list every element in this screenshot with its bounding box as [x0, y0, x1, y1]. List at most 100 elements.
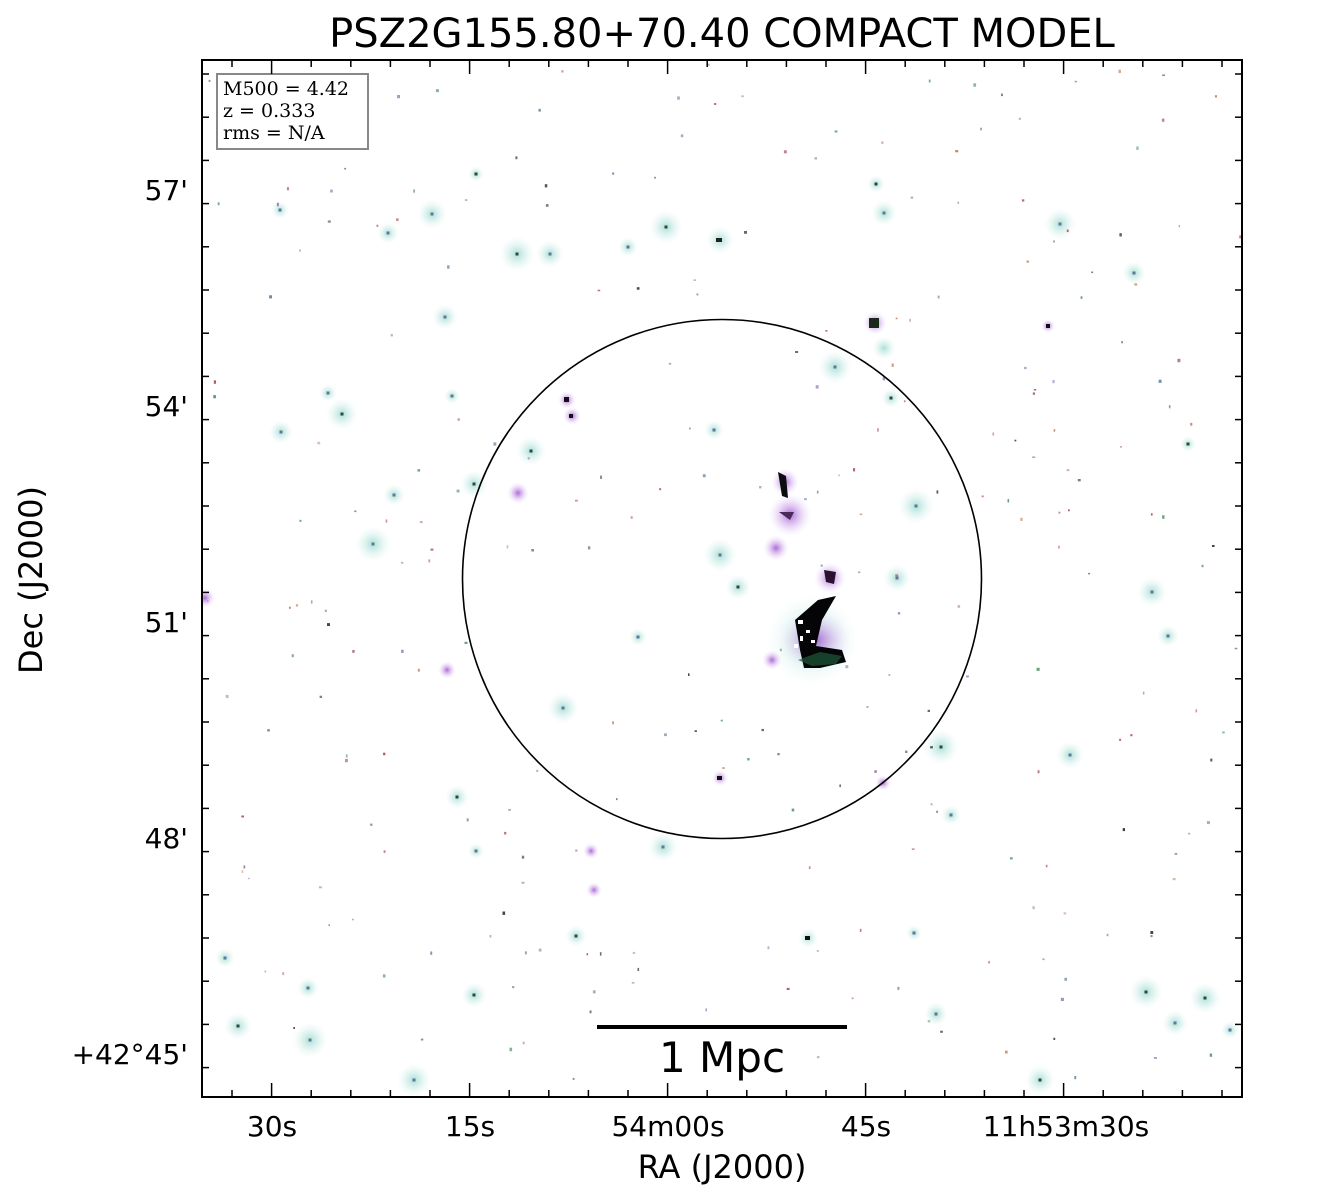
- noise-speck: [1150, 513, 1153, 516]
- noise-speck: [1004, 1050, 1008, 1054]
- noise-speck: [1007, 499, 1010, 503]
- noise-speck: [383, 752, 386, 756]
- noise-speck: [911, 848, 915, 850]
- source-core: [392, 493, 396, 497]
- noise-speck: [636, 287, 640, 290]
- noise-speck: [895, 574, 899, 577]
- source-core: [472, 993, 476, 997]
- noise-speck: [816, 490, 819, 494]
- source-core: [326, 391, 330, 395]
- noise-speck: [1032, 392, 1035, 395]
- noise-speck: [1158, 379, 1162, 383]
- noise-speck: [1120, 446, 1122, 448]
- noise-speck: [354, 510, 357, 513]
- noise-speck: [1210, 758, 1213, 762]
- noise-speck: [1162, 515, 1165, 519]
- x-tick-label: 11h53m30s: [983, 1110, 1150, 1143]
- noise-speck: [1091, 271, 1094, 274]
- noise-speck: [1088, 572, 1091, 575]
- noise-speck: [664, 733, 667, 737]
- noise-speck: [808, 866, 811, 870]
- noise-speck: [1014, 439, 1017, 442]
- noise-speck: [1053, 1037, 1056, 1040]
- source-core: [1150, 590, 1154, 594]
- source-core: [874, 182, 878, 186]
- noise-speck: [291, 654, 294, 658]
- noise-speck: [1060, 997, 1064, 1001]
- noise-speck: [1121, 341, 1123, 344]
- noise-speck: [936, 490, 939, 494]
- noise-speck: [1150, 935, 1153, 938]
- noise-speck: [295, 604, 299, 607]
- noise-speck: [714, 103, 717, 105]
- noise-speck: [877, 428, 879, 432]
- noise-speck: [702, 474, 706, 478]
- source-core: [371, 542, 375, 546]
- noise-speck: [1195, 709, 1198, 713]
- noise-speck: [1063, 912, 1067, 915]
- noise-speck: [909, 318, 911, 322]
- source-core: [340, 412, 344, 416]
- noise-speck: [992, 432, 995, 436]
- noise-speck: [524, 951, 527, 955]
- noise-speck: [376, 224, 379, 227]
- noise-speck: [1136, 146, 1139, 150]
- noise-speck: [1080, 296, 1083, 299]
- noise-speck: [1122, 828, 1125, 832]
- noise-speck: [299, 519, 302, 522]
- figure-title: PSZ2G155.80+70.40 COMPACT MODEL: [329, 11, 1115, 57]
- source-core: [939, 745, 943, 749]
- compact-sources: [202, 226, 1055, 948]
- source-core: [308, 1038, 312, 1042]
- noise-speck: [1153, 1057, 1157, 1059]
- noise-speck: [927, 1020, 931, 1023]
- noise-speck: [324, 609, 327, 612]
- noise-speck: [1142, 691, 1145, 695]
- noise-speck: [903, 400, 906, 403]
- source-core: [833, 365, 837, 369]
- source-core: [912, 931, 916, 935]
- noise-speck: [1190, 422, 1193, 426]
- noise-speck: [328, 924, 330, 927]
- y-tick-label: 54': [145, 390, 188, 423]
- noise-speck: [502, 911, 506, 915]
- source-core: [895, 576, 899, 580]
- noise-speck: [1077, 479, 1081, 482]
- source-core: [736, 585, 740, 589]
- noise-speck: [1024, 366, 1027, 370]
- noise-speck: [417, 469, 421, 472]
- noise-speck: [319, 695, 323, 698]
- noise-speck: [419, 521, 423, 524]
- info-redshift: z = 0.333: [223, 100, 315, 122]
- x-tick-label: 15s: [445, 1110, 495, 1143]
- noise-speck: [834, 130, 838, 133]
- source-core: [1144, 990, 1148, 994]
- noise-speck: [839, 784, 841, 788]
- noise-speck: [213, 395, 216, 399]
- noise-speck: [866, 706, 869, 708]
- noise-speck: [213, 380, 216, 384]
- noise-speck: [874, 770, 877, 773]
- noise-speck: [345, 758, 348, 763]
- source-core: [279, 430, 283, 434]
- noise-speck: [1064, 977, 1067, 981]
- noise-speck: [1037, 770, 1040, 774]
- noise-speck: [707, 63, 710, 66]
- noise-speck: [572, 1077, 575, 1080]
- noise-speck: [1053, 429, 1056, 432]
- noise-speck: [447, 265, 450, 269]
- source-core: [1068, 753, 1072, 757]
- noise-speck: [630, 516, 633, 519]
- source-core: [548, 252, 552, 256]
- noise-speck: [1206, 821, 1210, 825]
- info-rms: rms = N/A: [223, 122, 325, 144]
- source-core: [412, 1078, 416, 1082]
- noise-speck: [1021, 199, 1025, 202]
- noise-speck: [688, 673, 690, 676]
- noise-speck: [538, 948, 542, 952]
- source-core: [574, 934, 578, 938]
- noise-speck: [276, 202, 279, 207]
- noise-speck: [1209, 1053, 1213, 1057]
- noise-speck: [937, 295, 940, 299]
